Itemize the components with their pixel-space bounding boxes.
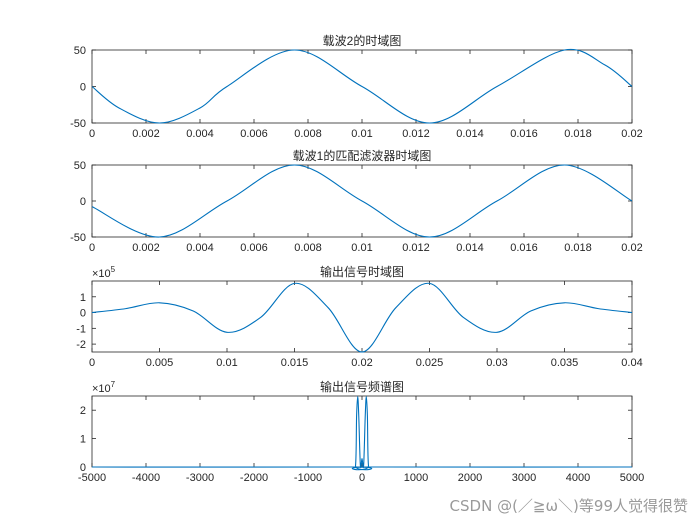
chart-title: 输出信号频谱图 [320, 379, 404, 394]
y-tick-label: 0 [80, 462, 86, 474]
x-tick-label: 0.02 [351, 357, 372, 369]
y-tick-label: 1 [80, 434, 86, 446]
x-tick-label: -3000 [186, 472, 214, 484]
x-tick-label: 2000 [458, 472, 482, 484]
x-tick-label: 0.016 [510, 128, 538, 140]
y-tick-label: -50 [70, 118, 86, 130]
subplot-3: 输出信号时域图 ×105 0 0.005 0.01 0.015 0.02 0.025 0.03 0… [76, 264, 642, 369]
x-tick-label: 0.025 [416, 357, 444, 369]
x-tick-label: 0.04 [621, 357, 642, 369]
y-tick-label: 1 [80, 292, 86, 304]
y-tick-label: 0 [80, 196, 86, 208]
axes-box [91, 395, 633, 468]
x-tick-label: 0.008 [294, 242, 322, 254]
watermark: CSDN @(／≧ω＼)等99人觉得很赞 [449, 497, 688, 515]
x-tick-label: 0.002 [132, 128, 160, 140]
y-tick-label: 50 [74, 45, 86, 57]
x-tick-label: 0.006 [240, 242, 268, 254]
y-tick-label: -50 [70, 232, 86, 244]
x-tick-label: 0.004 [186, 242, 214, 254]
x-tick-label: 0.014 [456, 128, 484, 140]
x-tick-label: 0.008 [294, 128, 322, 140]
x-tick-label: 3000 [512, 472, 536, 484]
x-tick-label: 0.035 [551, 357, 579, 369]
y-tick-label: 0 [80, 308, 86, 320]
x-tick-label: 0 [89, 128, 95, 140]
x-tick-label: 0.02 [621, 242, 642, 254]
x-tick-label: 0.012 [402, 242, 430, 254]
series-line-1 [91, 396, 633, 471]
x-tick-label: -2000 [240, 472, 268, 484]
chart-title: 载波1的匹配滤波器时域图 [293, 148, 432, 163]
x-tick-label: 0.005 [146, 357, 174, 369]
subplot-1: 载波2的时域图 0 0.002 0.004 0.006 0.008 0.01 0.012 0.0… [70, 33, 643, 140]
x-tick-label: 0.018 [564, 242, 592, 254]
x-tick-label: 0.016 [510, 242, 538, 254]
x-tick-label: 4000 [566, 472, 590, 484]
subplot-2: 载波1的匹配滤波器时域图 0 0.002 0.004 0.006 0.008 0.01 0.0… [70, 148, 643, 254]
x-tick-label: 0.01 [351, 242, 372, 254]
x-tick-label: 0.014 [456, 242, 484, 254]
y-tick-label: -2 [76, 339, 86, 351]
x-tick-label: 5000 [620, 472, 644, 484]
y-tick-label: 0 [80, 82, 86, 94]
x-tick-label: 0.02 [621, 128, 642, 140]
x-tick-label: -1000 [294, 472, 322, 484]
x-tick-label: 0.012 [402, 128, 430, 140]
x-tick-label: 0.01 [351, 128, 372, 140]
x-tick-label: 0.015 [281, 357, 309, 369]
x-tick-label: 0 [89, 357, 95, 369]
x-tick-label: -4000 [132, 472, 160, 484]
series-line-1 [91, 164, 633, 238]
x-tick-label: 0.006 [240, 128, 268, 140]
x-tick-label: 0 [89, 242, 95, 254]
subplot-4: 输出信号频谱图 ×107 -5000 -4000 -3000 -2000 -1000 0 100… [78, 379, 644, 484]
x-tick-label: 0 [359, 472, 365, 484]
y-tick-label: 50 [74, 160, 86, 172]
x-tick-label: -5000 [78, 472, 106, 484]
x-tick-label: 0.004 [186, 128, 214, 140]
y-tick-label: -1 [76, 323, 86, 335]
series-line-1 [91, 282, 633, 353]
axis-exponent: ×105 [92, 265, 116, 280]
series-line-1 [91, 48, 633, 124]
chart-title: 输出信号时域图 [320, 264, 404, 279]
x-tick-label: 1000 [404, 472, 428, 484]
x-tick-label: 0.03 [486, 357, 507, 369]
x-tick-label: 0.01 [216, 357, 237, 369]
x-tick-label: 0.018 [564, 128, 592, 140]
axis-exponent: ×107 [92, 380, 116, 395]
axes-box [91, 280, 633, 353]
chart-title: 载波2的时域图 [323, 33, 402, 48]
x-tick-label: 0.002 [132, 242, 160, 254]
y-tick-label: 2 [80, 405, 86, 417]
